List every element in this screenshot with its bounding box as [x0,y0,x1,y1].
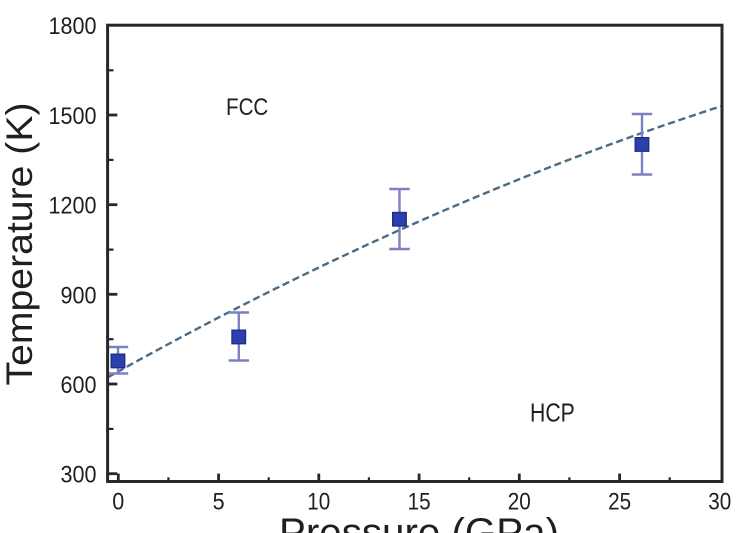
svg-text:Pressure (GPa): Pressure (GPa) [279,511,559,533]
svg-text:1500: 1500 [49,103,97,130]
svg-text:900: 900 [61,282,97,309]
svg-text:5: 5 [213,489,225,516]
svg-text:1200: 1200 [49,193,97,220]
svg-text:1800: 1800 [49,13,97,40]
svg-text:25: 25 [608,489,631,516]
svg-text:Temperature (K): Temperature (K) [0,103,40,386]
svg-text:0: 0 [112,489,124,516]
svg-text:20: 20 [508,489,531,516]
svg-text:30: 30 [708,489,731,516]
svg-text:300: 300 [61,462,97,489]
svg-text:600: 600 [61,372,97,399]
svg-text:HCP: HCP [530,397,575,427]
svg-text:10: 10 [307,489,330,516]
svg-text:15: 15 [408,489,431,516]
svg-text:FCC: FCC [226,94,268,121]
